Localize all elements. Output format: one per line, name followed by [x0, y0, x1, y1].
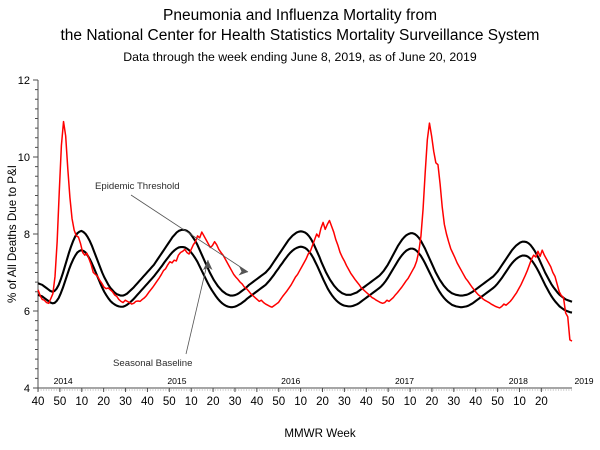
- x-axis-tick-label: 40: [469, 396, 482, 408]
- y-axis-tick-label: 12: [18, 75, 30, 87]
- x-axis-tick-labels: 40 50 10 20 30 40 50 10 20 30 40 50 10 20 30 40 50 10 20 30…: [32, 396, 548, 408]
- x-axis-ticks: [37, 388, 542, 392]
- x-axis-tick-label: 40: [360, 396, 373, 408]
- x-axis-title: MMWR Week: [284, 427, 355, 440]
- x-axis-tick-label: 50: [272, 396, 285, 408]
- observed-pi-mortality-line: [37, 120, 573, 342]
- y-axis-major-ticks: [33, 79, 38, 389]
- x-axis-tick-label: 20: [426, 396, 439, 408]
- x-axis-year-label: 2014: [54, 376, 73, 386]
- x-axis-year-label: 2018: [509, 376, 528, 386]
- x-axis-tick-label: 30: [229, 396, 242, 408]
- x-axis-tick-label: 10: [185, 396, 198, 408]
- chart-title-line-2: the National Center for Health Statistic…: [60, 27, 540, 44]
- seasonal-baseline-line: [37, 245, 573, 314]
- x-axis-tick-label: 40: [250, 396, 263, 408]
- x-axis-tick-label: 50: [53, 396, 66, 408]
- x-axis-tick-label: 50: [163, 396, 176, 408]
- seasonal-baseline-arrowhead: [203, 260, 213, 270]
- x-axis-tick-label: 50: [382, 396, 395, 408]
- seasonal-baseline-annotation-label: Seasonal Baseline: [113, 358, 192, 369]
- epidemic-threshold-annotation-label: Epidemic Threshold: [95, 181, 180, 192]
- seasonal-baseline-leader-line: [185, 259, 209, 355]
- x-axis-tick-label: 20: [97, 396, 110, 408]
- y-axis-tick-label: 4: [24, 383, 30, 395]
- x-axis-tick-label: 40: [32, 396, 45, 408]
- y-axis-tick-label: 6: [24, 306, 30, 318]
- y-axis-title: % of All Deaths Due to P&I: [6, 165, 19, 303]
- y-axis-tick-label: 10: [18, 152, 30, 164]
- x-axis-tick-label: 50: [491, 396, 504, 408]
- x-axis: 40 50 10 20 30 40 50 10 20 30 40 50 10 20 30 40 50 10 20 30…: [32, 376, 594, 440]
- chart-subtitle: Data through the week ending June 8, 201…: [123, 50, 477, 64]
- y-axis-tick-label: 8: [24, 229, 30, 241]
- epidemic-threshold-leader-line: [130, 194, 249, 273]
- annotations-group: Epidemic Threshold Seasonal Baseline: [95, 181, 249, 369]
- x-axis-tick-label: 30: [338, 396, 351, 408]
- epidemic-threshold-line: [37, 228, 573, 303]
- x-axis-tick-label: 10: [75, 396, 88, 408]
- x-axis-year-label: 2019: [574, 376, 593, 386]
- x-axis-tick-label: 30: [447, 396, 460, 408]
- chart-title-block: Pneumonia and Influenza Mortality from t…: [0, 6, 600, 66]
- data-series-group: [37, 120, 573, 342]
- y-axis: 4 6 8 10 12 % of All Deaths Due to P&I: [6, 75, 39, 395]
- epidemic-threshold-arrowhead: [238, 266, 248, 276]
- x-axis-year-label: 2016: [281, 376, 300, 386]
- x-axis-year-label: 2015: [167, 376, 186, 386]
- x-axis-tick-label: 20: [207, 396, 220, 408]
- x-axis-year-label: 2017: [395, 376, 414, 386]
- x-axis-tick-label: 20: [316, 396, 329, 408]
- x-axis-tick-label: 30: [119, 396, 132, 408]
- x-axis-year-labels: 2014 2015 2016 2017 2018 2019: [54, 376, 594, 386]
- x-axis-tick-label: 20: [535, 396, 548, 408]
- y-axis-minor-ticks: [35, 89, 38, 379]
- x-axis-tick-label: 10: [404, 396, 417, 408]
- y-axis-tick-labels: 4 6 8 10 12: [18, 75, 30, 395]
- chart-title-line-1: Pneumonia and Influenza Mortality from: [163, 7, 437, 24]
- x-axis-tick-label: 10: [513, 396, 526, 408]
- x-axis-tick-label: 40: [141, 396, 154, 408]
- x-axis-tick-label: 10: [294, 396, 307, 408]
